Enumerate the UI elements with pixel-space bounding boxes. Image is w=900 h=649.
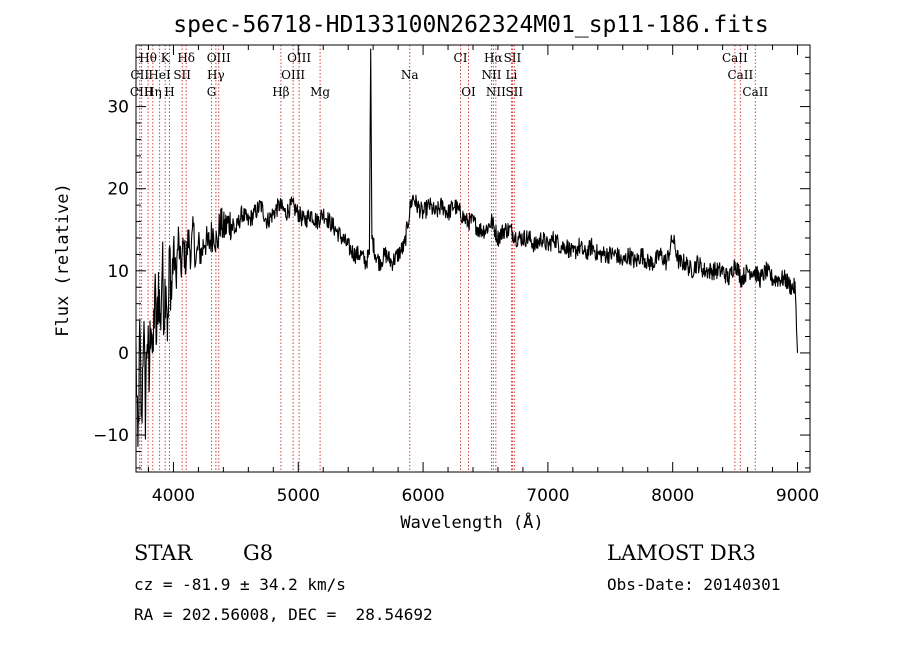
y-axis: −10 0 10 20 30 [93,56,810,469]
line-label-22: Hβ [272,85,289,99]
line-label-7: SII [504,51,522,65]
line-label-2: Hδ [177,51,195,65]
x-axis: 4000 5000 6000 7000 8000 9000 [147,45,819,506]
line-label-26: SII [505,85,523,99]
y-tick-label-0: −10 [93,426,129,446]
line-label-11: SII [173,68,191,82]
line-label-4: OIII [287,51,311,65]
line-label-19: Hη [144,85,162,99]
chart-title: spec-56718-HD133100N262324M01_sp11-186.f… [173,12,768,38]
line-label-6: Hα [484,51,503,65]
x-tick-label-1: 5000 [277,486,320,506]
line-label-20: H [164,85,174,99]
line-label-13: OIII [281,68,305,82]
obs-date-text: Obs-Date: 20140301 [607,575,780,594]
x-tick-label-4: 8000 [651,486,694,506]
line-label-24: OI [461,85,476,99]
x-tick-label-3: 7000 [526,486,569,506]
line-label-8: CaII [722,51,748,65]
line-label-17: CaII [727,68,753,82]
line-label-21: G [207,85,217,99]
line-label-16: Li [506,68,518,82]
x-axis-label: Wavelength (Å) [400,511,543,533]
line-label-9: CII [130,68,149,82]
line-label-23: Mg [310,85,330,99]
redshift-text: cz = -81.9 ± 34.2 km/s [134,575,346,594]
coordinates-text: RA = 202.56008, DEC = 28.54692 [134,605,433,624]
y-axis-label: Flux (relative) [53,183,73,337]
line-label-27: CaII [742,85,768,99]
line-label-12: Hγ [207,68,225,82]
object-class: STAR [134,541,193,565]
y-tick-label-3: 20 [107,180,129,200]
line-label-25: NII [486,85,506,99]
line-label-0: Hθ [139,51,157,65]
x-tick-label-5: 9000 [776,486,819,506]
spectral-line-markers [139,45,756,472]
line-label-15: NII [481,68,501,82]
line-label-10: HeI [148,68,171,82]
object-subclass: G8 [243,541,273,565]
y-tick-label-4: 30 [107,98,129,118]
y-tick-label-2: 10 [107,262,129,282]
spectrum-line [135,48,799,447]
line-label-3: OIII [207,51,231,65]
survey-name: LAMOST DR3 [607,541,756,565]
line-label-5: CI [454,51,468,65]
x-tick-label-0: 4000 [152,486,195,506]
line-label-14: Na [401,68,419,82]
x-tick-label-2: 6000 [401,486,444,506]
line-label-1: K [161,51,171,65]
y-tick-label-1: 0 [118,344,129,364]
plot-frame [135,44,811,473]
